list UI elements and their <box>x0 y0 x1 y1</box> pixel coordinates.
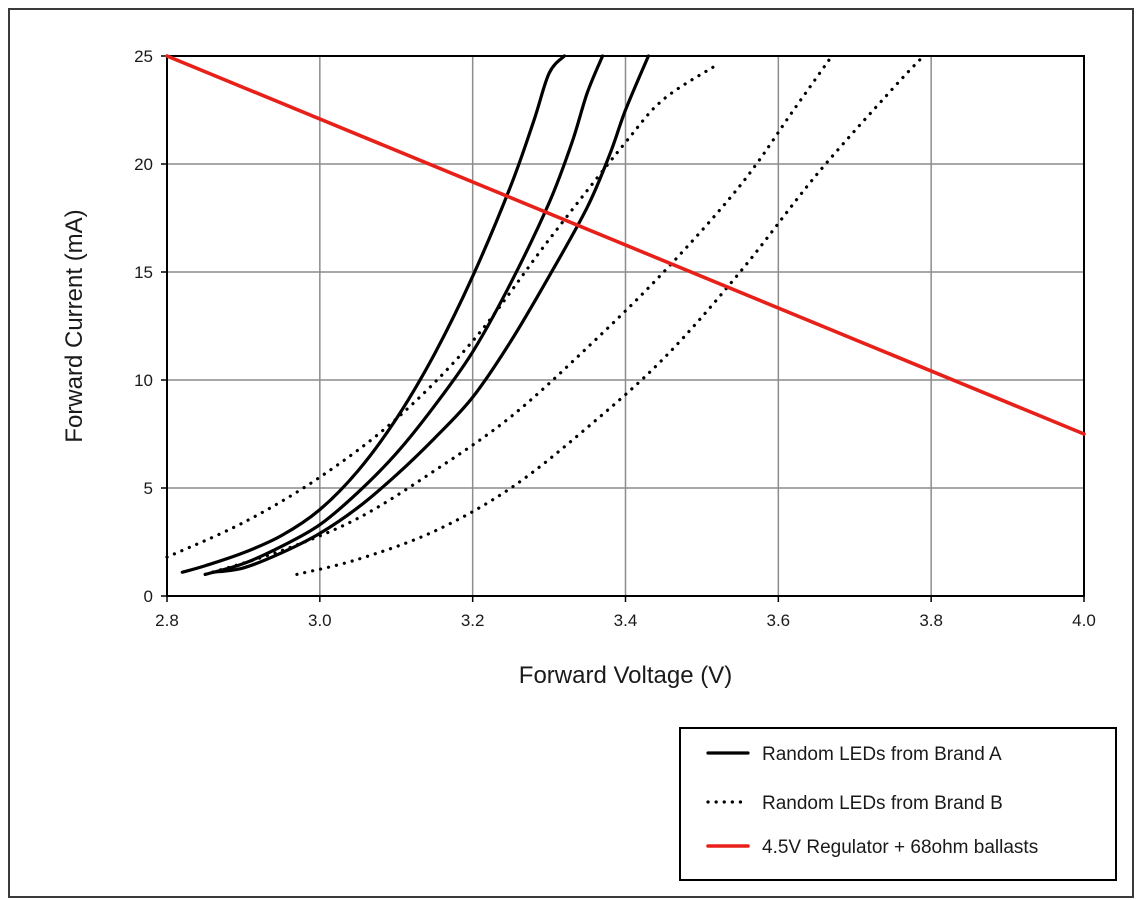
legend-label: Random LEDs from Brand A <box>762 744 1002 765</box>
plot-border <box>166 55 1085 597</box>
y-axis-title: Forward Current (mA) <box>61 209 88 442</box>
led-iv-chart: 2.8 3.0 3.2 3.4 3.6 3.8 4.0 0 5 10 15 20 25 Forward… <box>61 47 1117 881</box>
legend: Random LEDs from Brand A Random LEDs from… <box>679 727 1117 881</box>
x-tick-label: 2.8 <box>155 611 179 630</box>
x-tick-labels: 2.8 3.0 3.2 3.4 3.6 3.8 4.0 <box>155 611 1096 630</box>
brand-a-curve <box>211 54 651 574</box>
x-tick-label: 3.8 <box>919 611 943 630</box>
x-tick-label: 3.4 <box>614 611 638 630</box>
x-tick-label: 3.6 <box>767 611 791 630</box>
y-tick-label: 15 <box>134 263 153 282</box>
x-tick-label: 3.0 <box>308 611 332 630</box>
x-tick-label: 3.2 <box>461 611 485 630</box>
y-tick-label: 0 <box>144 587 153 606</box>
brand-a-curve <box>180 54 566 574</box>
y-tick-label: 5 <box>144 479 153 498</box>
grid <box>161 55 1085 602</box>
x-axis-title: Forward Voltage (V) <box>519 662 732 689</box>
y-tick-labels: 0 5 10 15 20 25 <box>134 47 153 606</box>
legend-label: Random LEDs from Brand B <box>762 793 1003 814</box>
brand-b-curve <box>165 63 719 559</box>
y-tick-label: 25 <box>134 47 153 66</box>
y-tick-label: 20 <box>134 155 153 174</box>
legend-label: 4.5V Regulator + 68ohm ballasts <box>762 837 1038 858</box>
y-tick-label: 10 <box>134 371 153 390</box>
x-tick-label: 4.0 <box>1072 611 1096 630</box>
regulator-load-line <box>165 54 1086 436</box>
brand-b-curve <box>203 54 834 576</box>
series-group <box>165 54 1086 576</box>
legend-box <box>679 727 1117 881</box>
chart-frame: 2.8 3.0 3.2 3.4 3.6 3.8 4.0 0 5 10 15 20 25 Forward… <box>8 8 1134 898</box>
brand-b-curve <box>295 54 926 576</box>
brand-a-curve <box>203 54 605 576</box>
